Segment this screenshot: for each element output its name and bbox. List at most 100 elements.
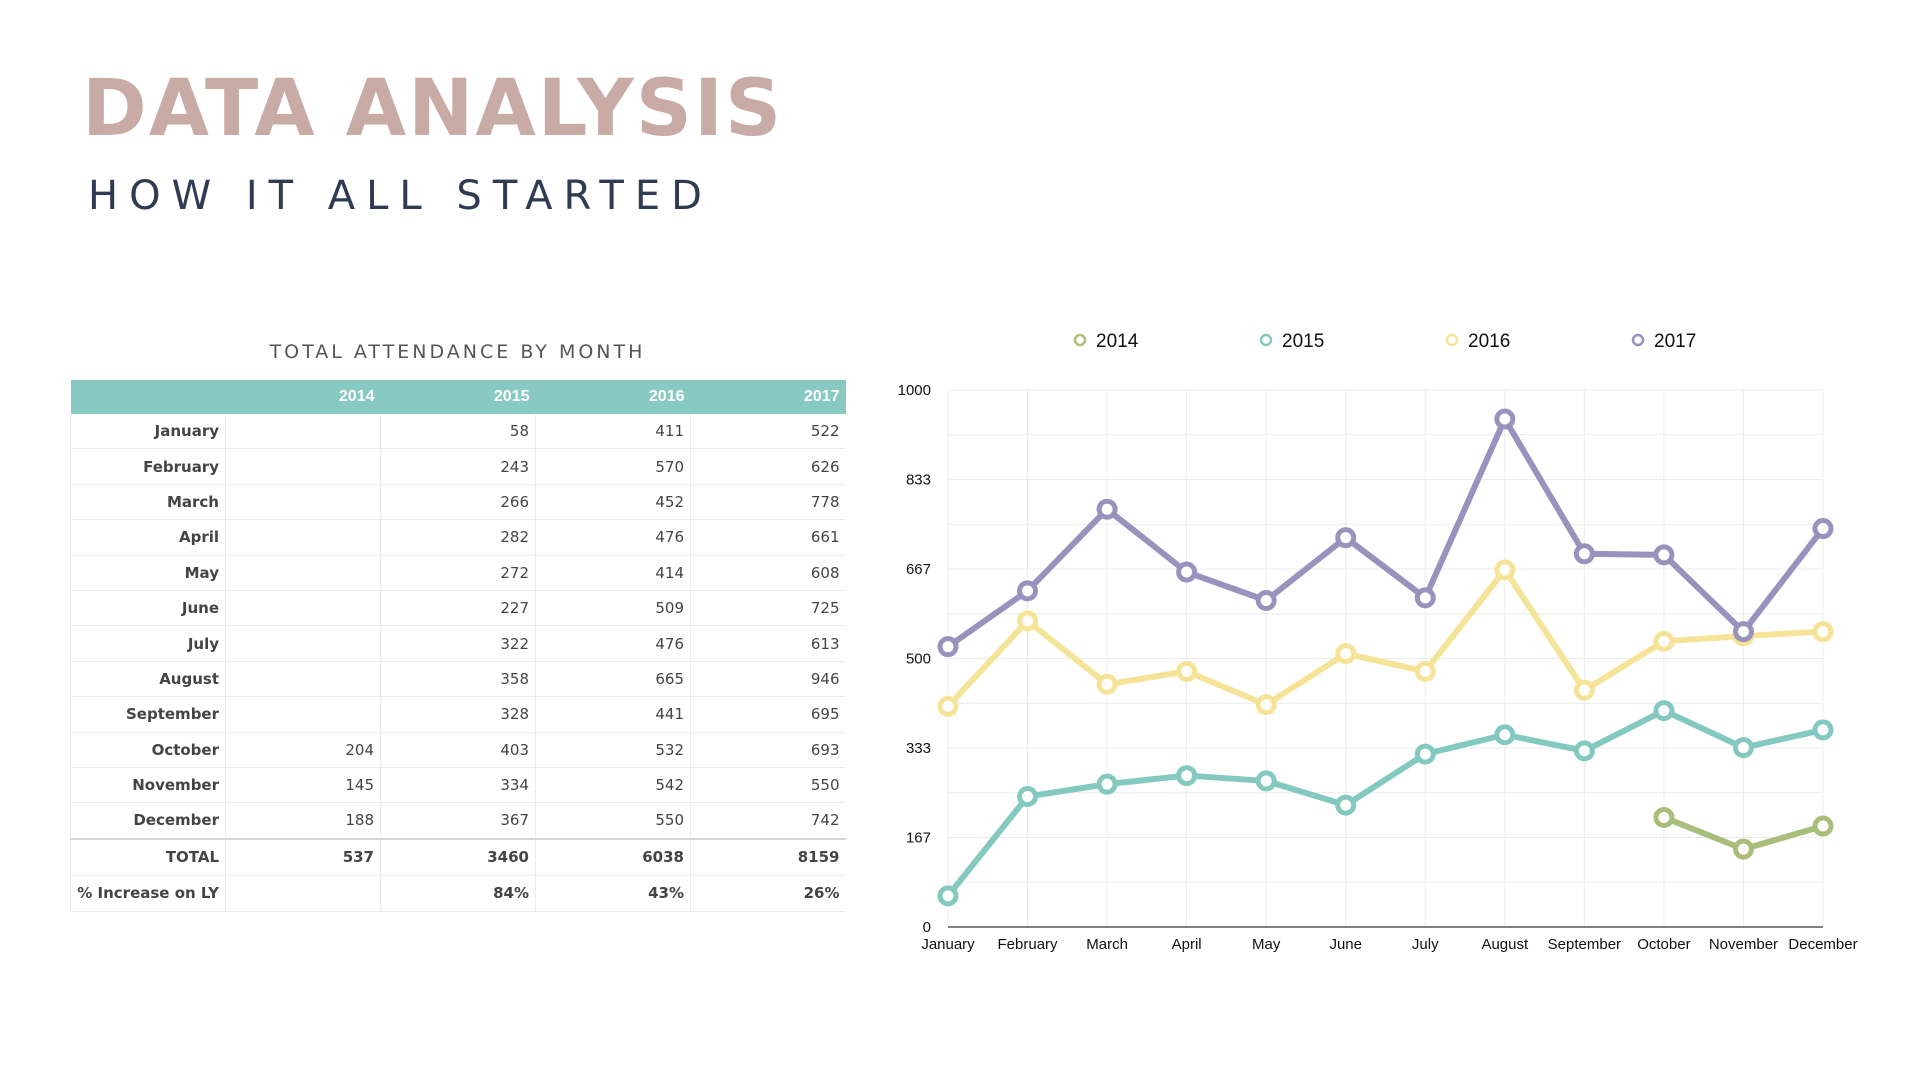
row-label: May xyxy=(70,555,226,591)
table-cell: 570 xyxy=(535,448,691,485)
data-point-2015 xyxy=(1653,700,1675,722)
table-cell: 328 xyxy=(380,696,536,733)
data-point-2017 xyxy=(1176,561,1198,583)
data-point-2017 xyxy=(937,636,959,658)
y-tick-label: 333 xyxy=(906,740,931,757)
row-label: March xyxy=(70,484,226,521)
table-cell: 542 xyxy=(535,767,691,804)
data-point-2017 xyxy=(1255,590,1277,612)
table-header-cell: 2017 xyxy=(690,380,846,414)
table-row: July 322 476 613 xyxy=(70,625,846,662)
x-tick-label: March xyxy=(1086,936,1128,953)
data-point-2017 xyxy=(1494,408,1516,430)
row-label: November xyxy=(70,767,226,804)
data-point-2016 xyxy=(1573,679,1595,701)
table-cell: 695 xyxy=(690,696,846,733)
data-point-2017 xyxy=(1812,518,1834,540)
table-cell: 58 xyxy=(380,414,536,450)
table-cell xyxy=(225,625,381,662)
data-point-2015 xyxy=(1732,737,1754,759)
data-point-2015 xyxy=(1335,794,1357,816)
table-cell: 693 xyxy=(690,732,846,768)
row-label: January xyxy=(70,414,226,450)
table-cell: 476 xyxy=(535,519,691,556)
table-cell: 3460 xyxy=(380,837,536,876)
table-row: June 227 509 725 xyxy=(70,590,846,627)
table-cell: 227 xyxy=(380,590,536,627)
table-cell: 522 xyxy=(690,414,846,450)
y-tick-label: 833 xyxy=(906,472,931,489)
legend-label: 2014 xyxy=(1096,331,1139,352)
table-cell: 84% xyxy=(380,875,536,912)
table-row: May 272 414 608 xyxy=(70,555,846,591)
data-point-2016 xyxy=(1096,673,1118,695)
legend-label: 2017 xyxy=(1654,331,1696,352)
table-header-row: 2014 2015 2016 2017 xyxy=(70,380,846,414)
data-point-2015 xyxy=(1176,765,1198,787)
x-tick-label: January xyxy=(921,936,975,953)
table-cell: 403 xyxy=(380,732,536,768)
table-cell xyxy=(225,590,381,627)
row-label: February xyxy=(70,448,226,485)
table-cell: 550 xyxy=(690,767,846,804)
table-cell: 532 xyxy=(535,732,691,768)
table-header-cell xyxy=(70,380,226,414)
data-point-2014 xyxy=(1732,838,1754,860)
table-cell: 6038 xyxy=(535,837,691,876)
series-line-2015 xyxy=(945,707,1826,899)
table-cell: 243 xyxy=(380,448,536,485)
data-point-2017 xyxy=(1096,498,1118,520)
table-row: January 58 411 522 xyxy=(70,414,846,450)
row-label: September xyxy=(70,696,226,733)
attendance-table: 2014 2015 2016 2017 January 58 411 522 Febru… xyxy=(70,380,846,912)
data-point-2016 xyxy=(1017,610,1039,632)
data-point-2017 xyxy=(1653,544,1675,566)
row-label: August xyxy=(70,661,226,698)
table-cell xyxy=(225,555,381,591)
x-tick-label: February xyxy=(998,936,1059,953)
increase-row: % Increase on LY 84% 43% 26% xyxy=(70,875,846,912)
table-cell: 334 xyxy=(380,767,536,804)
y-tick-label: 500 xyxy=(906,651,931,668)
table-cell: 145 xyxy=(225,767,381,804)
table-body: January 58 411 522 February 243 570 626 March 266… xyxy=(70,414,846,912)
data-point-2017 xyxy=(1335,527,1357,549)
data-point-2015 xyxy=(937,885,959,907)
x-tick-label: September xyxy=(1548,936,1621,953)
row-label: October xyxy=(70,732,226,768)
table-cell: 725 xyxy=(690,590,846,627)
legend-marker-icon xyxy=(1073,333,1087,347)
y-tick-label: 167 xyxy=(906,829,931,846)
table-header-cell: 2014 xyxy=(225,380,381,414)
legend-marker-icon xyxy=(1259,333,1273,347)
data-point-2016 xyxy=(1812,621,1834,643)
table-cell: 414 xyxy=(535,555,691,591)
table-cell: 452 xyxy=(535,484,691,521)
table-cell: 272 xyxy=(380,555,536,591)
table-cell: 282 xyxy=(380,519,536,556)
data-point-2016 xyxy=(1494,559,1516,581)
table-cell: 411 xyxy=(535,414,691,450)
x-tick-label: June xyxy=(1329,936,1362,953)
table-row: August 358 665 946 xyxy=(70,661,846,698)
data-point-2015 xyxy=(1494,724,1516,746)
x-tick-label: November xyxy=(1709,936,1778,953)
row-label: % Increase on LY xyxy=(70,875,226,912)
table-cell: 537 xyxy=(225,837,381,876)
x-tick-label: April xyxy=(1172,936,1202,953)
data-point-2014 xyxy=(1812,815,1834,837)
data-point-2016 xyxy=(1255,694,1277,716)
table-cell: 441 xyxy=(535,696,691,733)
total-row: TOTAL 537 3460 6038 8159 xyxy=(70,837,846,876)
legend-label: 2015 xyxy=(1282,331,1324,352)
table-cell: 266 xyxy=(380,484,536,521)
x-tick-label: December xyxy=(1788,936,1857,953)
table-cell: 550 xyxy=(535,802,691,840)
table-row: April 282 476 661 xyxy=(70,519,846,556)
data-point-2015 xyxy=(1017,786,1039,808)
row-label: TOTAL xyxy=(70,837,226,876)
table-cell xyxy=(225,696,381,733)
data-point-2015 xyxy=(1096,773,1118,795)
page-title: DATA ANALYSIS xyxy=(82,64,784,154)
table-cell: 26% xyxy=(690,875,846,912)
